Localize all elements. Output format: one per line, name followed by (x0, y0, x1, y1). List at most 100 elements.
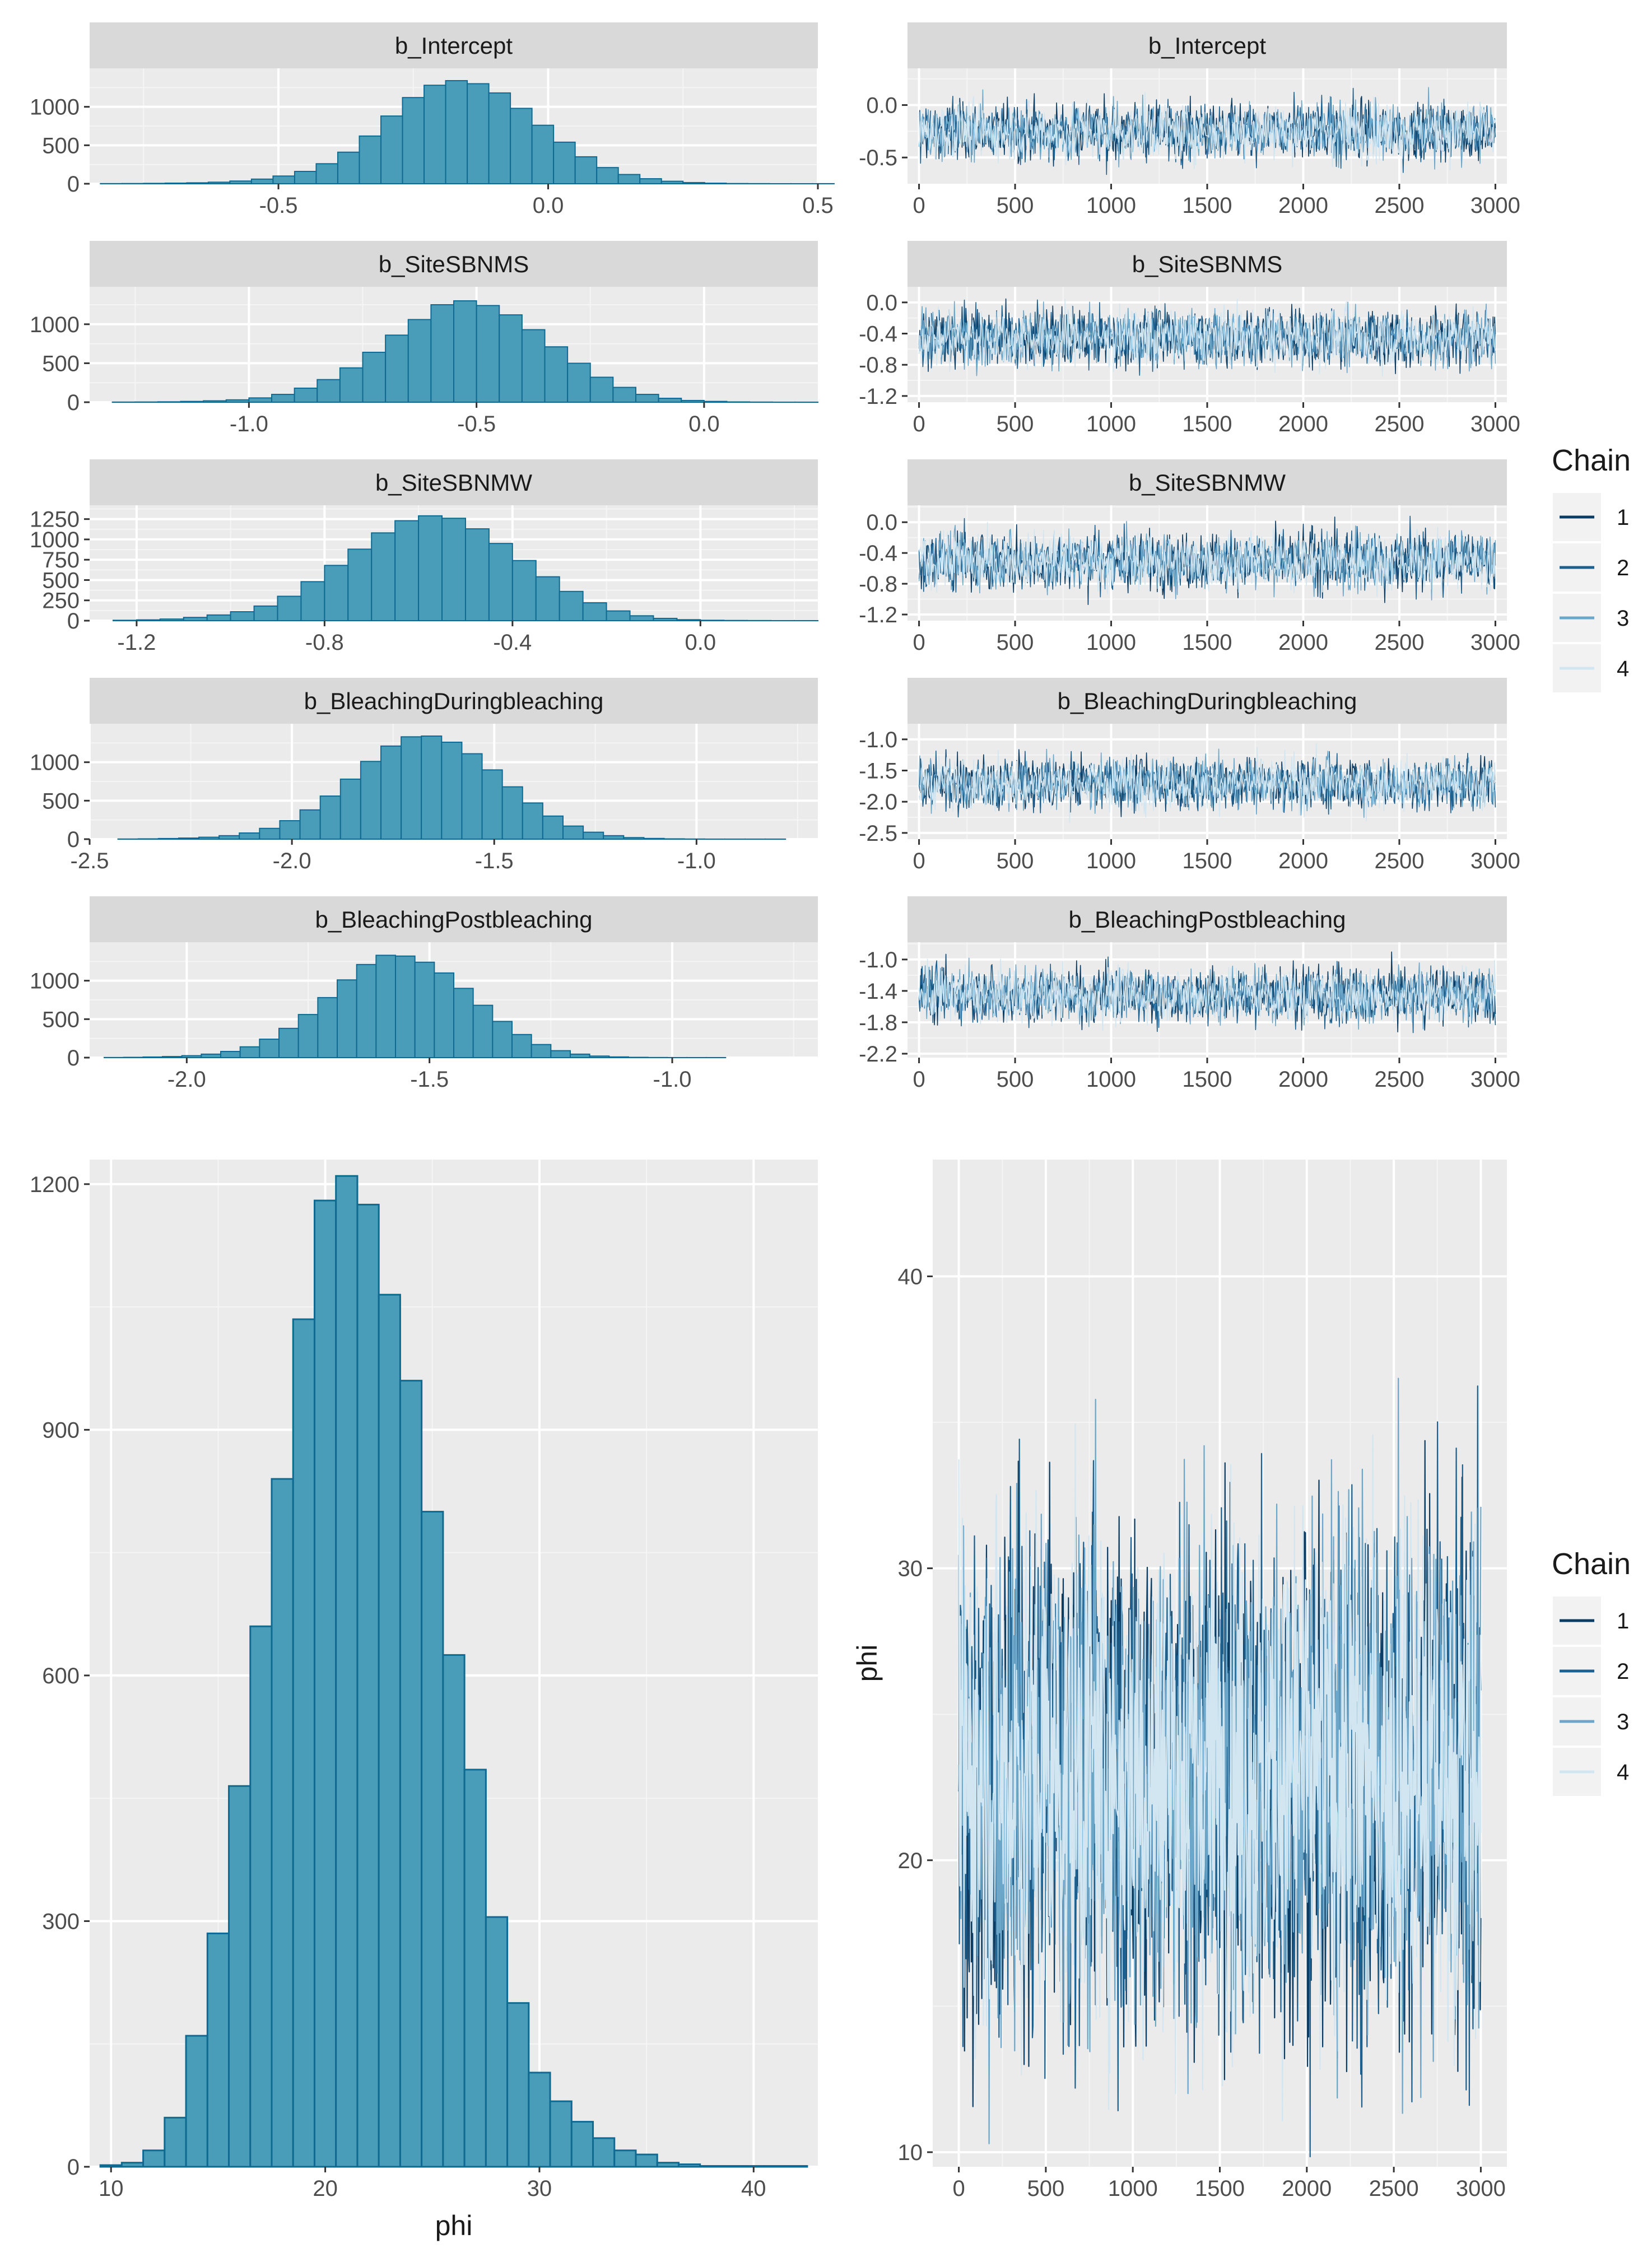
histogram-bar (639, 178, 662, 184)
legend-label: 3 (1617, 1710, 1629, 1734)
histogram-bar (339, 778, 361, 840)
x-tick-label: 2500 (1369, 2176, 1419, 2201)
histogram-bar (178, 837, 199, 840)
x-tick-label: 1000 (1086, 1067, 1136, 1092)
histogram-bar (230, 611, 255, 621)
y-tick-label: -1.2 (859, 384, 897, 409)
y-tick-label: 1000 (30, 969, 80, 994)
y-tick-label: -2.0 (859, 790, 897, 815)
facet-strip-title: b_SiteSBNMS (1132, 251, 1282, 277)
panel-trace_sitesbnmw: b_SiteSBNMW 0 500 1000 1500 2000 2500 3000 0.0 -0… (859, 459, 1520, 655)
trace-chain-3 (918, 520, 1496, 601)
histogram-bar (395, 955, 416, 1058)
histogram-bar (606, 610, 631, 622)
facet-strip-title: b_SiteSBNMW (375, 469, 532, 496)
histogram-bar (394, 520, 420, 621)
legend-label: 2 (1617, 556, 1629, 580)
histogram-bar (399, 1380, 423, 2168)
histogram-bar (485, 1916, 509, 2168)
histogram-bar (506, 2002, 530, 2168)
y-tick-label: -2.5 (859, 821, 897, 846)
histogram-bar (589, 376, 614, 403)
histogram-bar (253, 605, 278, 622)
x-tick-label: -0.4 (493, 630, 532, 655)
y-tick-label: -1.2 (859, 603, 897, 627)
y-tick-label: -0.8 (859, 572, 897, 597)
y-tick-label: 1250 (30, 508, 80, 532)
x-tick-label: -2.0 (167, 1067, 206, 1092)
histogram-bar (623, 837, 645, 840)
histogram-bar (492, 1021, 513, 1059)
facet-strip-title: b_Intercept (1148, 32, 1266, 59)
y-tick-label: 1000 (30, 95, 80, 120)
y-tick-label: 0.0 (866, 291, 897, 315)
y-tick-label: 0 (67, 2155, 80, 2180)
histogram-bar (142, 2149, 166, 2168)
histogram-bar (635, 394, 659, 403)
histogram-bar (530, 1044, 552, 1058)
histogram-bar (430, 304, 454, 403)
trace-chain-4 (918, 92, 1496, 171)
histogram-bar (531, 124, 555, 184)
x-tick-label: 1500 (1183, 1067, 1232, 1092)
histogram-bar (337, 151, 360, 184)
histogram-bar (143, 183, 166, 184)
histogram-bar (136, 619, 161, 622)
x-tick-label: -1.5 (475, 849, 514, 873)
x-tick-label: 500 (997, 849, 1034, 873)
panel-hist_intercept: b_Intercept -0.5 0.0 0.5 0 500 1000 (30, 22, 835, 218)
x-tick-label: 500 (1027, 2176, 1065, 2201)
histogram-bar (658, 398, 682, 403)
y-tick-label: 0 (67, 172, 80, 197)
x-tick-label: 20 (313, 2176, 338, 2201)
x-tick-label: -1.0 (677, 849, 716, 873)
histogram-bar (159, 618, 184, 622)
histogram-bar (278, 1027, 299, 1059)
histogram-bar (453, 988, 474, 1059)
histogram-bar (294, 387, 318, 403)
histogram-bar (250, 178, 274, 185)
histogram-bar (186, 182, 209, 184)
panel-hist_sitesbnms: b_SiteSBNMS -1.0 -0.5 0.0 0 500 1000 (30, 241, 818, 436)
histogram-bar (467, 83, 490, 184)
x-tick-label: 1500 (1183, 412, 1232, 436)
legend-label: 4 (1617, 657, 1629, 681)
trace-chain-4 (918, 299, 1496, 377)
facet-strip-title: b_BleachingPostbleaching (315, 906, 592, 933)
histogram-bar (464, 528, 490, 622)
x-tick-label: 2500 (1374, 630, 1424, 655)
histogram-bar (628, 1056, 649, 1059)
trace-chain-2 (918, 87, 1496, 175)
histogram-bar (574, 156, 598, 184)
histogram-bar (299, 809, 321, 840)
panel-trace_intercept: b_Intercept 0 500 1000 1500 2000 2500 3000 0.0 -0… (859, 22, 1520, 218)
histogram-bar (441, 518, 466, 621)
histogram-bar (472, 1004, 494, 1058)
y-tick-label: 600 (42, 1664, 80, 1688)
histogram-bar (481, 769, 503, 840)
x-tick-label: 1500 (1183, 849, 1232, 873)
y-tick-label: 20 (898, 1849, 923, 1873)
panel-trace_postbleaching: b_BleachingPostbleaching 0 500 1000 1500 2000… (859, 896, 1520, 1092)
facet-strip (90, 459, 818, 505)
x-tick-label: -0.5 (259, 193, 298, 218)
histogram-bar (677, 2163, 701, 2168)
histogram-bar (612, 387, 636, 403)
y-tick-label: 1000 (30, 528, 80, 552)
y-tick-label: 500 (42, 351, 80, 376)
histogram-bar (380, 745, 402, 840)
legend-title: Chain (1552, 1547, 1631, 1581)
histogram-bar (562, 825, 584, 840)
facet-strip (908, 241, 1507, 287)
x-tick-label: -1.0 (653, 1067, 692, 1092)
histogram-bar (239, 832, 260, 840)
y-tick-label: 900 (42, 1418, 80, 1442)
x-tick-label: -2.5 (71, 849, 109, 873)
histogram-bar (371, 532, 396, 621)
histogram-bar (582, 602, 607, 621)
histogram-bar (220, 1051, 241, 1058)
y-tick-label: -1.5 (859, 759, 897, 784)
histogram-bar (742, 2165, 765, 2168)
histogram-bar (441, 741, 463, 840)
histogram-bar (271, 394, 295, 403)
